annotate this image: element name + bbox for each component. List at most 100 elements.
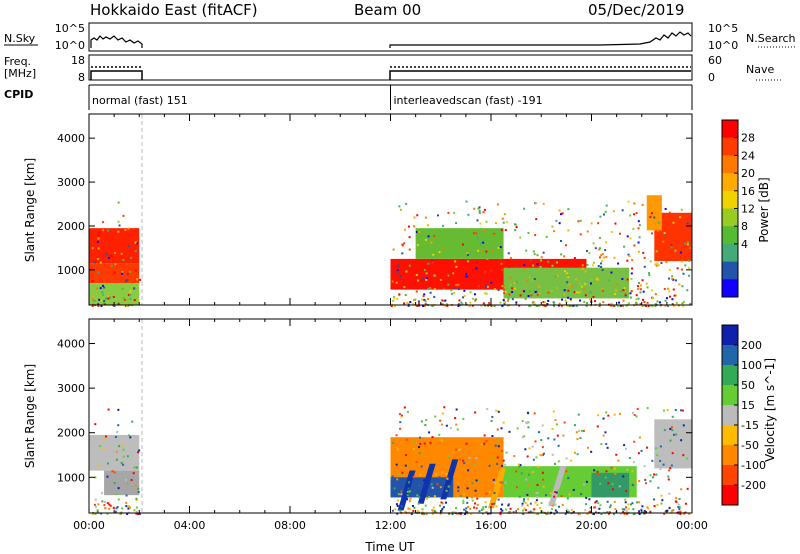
- power-speckle-dot: [680, 208, 683, 211]
- power-speckle-dot: [455, 222, 458, 225]
- vel-speckle-dot: [669, 427, 672, 430]
- vel-speckle-dot: [670, 464, 673, 467]
- vel-speckle-dot: [415, 460, 418, 463]
- power-speckle-dot: [532, 264, 535, 267]
- power-speckle-dot: [117, 302, 120, 305]
- vel-speckle-dot: [476, 497, 479, 500]
- power-speckle-dot: [496, 203, 499, 206]
- vel-speckle-dot: [586, 512, 589, 515]
- vel-speckle-dot: [484, 501, 487, 504]
- power-speckle-dot: [129, 297, 132, 300]
- vel-speckle-dot: [120, 463, 123, 466]
- power-speckle-dot: [635, 212, 638, 215]
- power-speckle-dot: [415, 231, 418, 234]
- vel-speckle-dot: [441, 471, 444, 474]
- power-speckle-dot: [585, 304, 588, 307]
- freq-label-line2: [MHz]: [4, 67, 36, 80]
- vel-speckle-dot: [511, 494, 514, 497]
- power-speckle-dot: [560, 239, 563, 242]
- power-speckle-dot: [620, 290, 623, 293]
- power-speckle-dot: [447, 283, 450, 286]
- vel-speckle-dot: [564, 471, 567, 474]
- power-speckle-dot: [490, 304, 493, 307]
- vel-speckle-dot: [418, 496, 421, 499]
- power-echo-region: [646, 195, 662, 231]
- vel-speckle-dot: [672, 509, 675, 512]
- vel-speckle-dot: [550, 492, 553, 495]
- power-speckle-dot: [680, 260, 683, 263]
- power-speckle-dot: [423, 298, 426, 301]
- power-speckle-dot: [480, 249, 483, 252]
- power-speckle-dot: [451, 292, 454, 295]
- vel-speckle-dot: [602, 417, 605, 420]
- power-speckle-dot: [453, 211, 456, 214]
- vel-speckle-dot: [668, 469, 671, 472]
- vel-speckle-dot: [108, 507, 111, 510]
- vel-speckle-dot: [638, 480, 641, 483]
- vel-speckle-dot: [522, 500, 525, 503]
- power-speckle-dot: [612, 210, 615, 213]
- vel-speckle-dot: [686, 464, 689, 467]
- power-speckle-dot: [124, 299, 127, 302]
- power-speckle-dot: [473, 207, 476, 210]
- vel-speckle-dot: [133, 441, 136, 444]
- vel-speckle-dot: [531, 445, 534, 448]
- vel-speckle-dot: [493, 492, 496, 495]
- vel-speckle-dot: [560, 495, 563, 498]
- power-speckle-dot: [467, 260, 470, 263]
- vel-speckle-dot: [553, 462, 556, 465]
- vel-speckle-dot: [681, 409, 684, 412]
- vel-speckle-dot: [567, 510, 570, 513]
- power-speckle-dot: [654, 304, 657, 307]
- power-speckle-dot: [503, 213, 506, 216]
- power-speckle-dot: [457, 304, 460, 307]
- vel-colorbar-swatch: [722, 405, 738, 426]
- power-speckle-dot: [416, 244, 419, 247]
- vel-speckle-dot: [659, 459, 662, 462]
- power-speckle-dot: [506, 221, 509, 224]
- vel-speckle-dot: [674, 409, 677, 412]
- power-speckle-dot: [602, 256, 605, 259]
- power-speckle-dot: [629, 292, 632, 295]
- vel-speckle-dot: [456, 428, 459, 431]
- vel-speckle-dot: [115, 450, 118, 453]
- vel-speckle-dot: [594, 506, 597, 509]
- vel-speckle-dot: [108, 452, 111, 455]
- vel-speckle-dot: [501, 509, 504, 512]
- power-speckle-dot: [519, 294, 522, 297]
- vel-speckle-dot: [646, 506, 649, 509]
- vel-speckle-dot: [675, 496, 678, 499]
- power-speckle-dot: [427, 235, 430, 238]
- power-speckle-dot: [423, 269, 426, 272]
- vel-speckle-dot: [103, 504, 106, 507]
- power-speckle-dot: [637, 241, 640, 244]
- power-speckle-dot: [102, 293, 105, 296]
- power-speckle-dot: [390, 304, 393, 307]
- vel-speckle-dot: [523, 507, 526, 510]
- power-speckle-dot: [653, 216, 656, 219]
- power-speckle-dot: [648, 272, 651, 275]
- power-speckle-dot: [586, 230, 589, 233]
- power-speckle-dot: [581, 264, 584, 267]
- vel-speckle-dot: [547, 437, 550, 440]
- power-speckle-dot: [650, 289, 653, 292]
- vel-speckle-dot: [468, 457, 471, 460]
- power-speckle-dot: [686, 243, 689, 246]
- power-speckle-dot: [567, 274, 570, 277]
- power-speckle-dot: [592, 242, 595, 245]
- power-speckle-dot: [391, 280, 394, 283]
- vel-speckle-dot: [445, 424, 448, 427]
- power-speckle-dot: [513, 223, 516, 226]
- power-speckle-dot: [555, 219, 558, 222]
- power-speckle-dot: [638, 282, 641, 285]
- power-speckle-dot: [105, 297, 108, 300]
- power-speckle-dot: [675, 294, 678, 297]
- vel-speckle-dot: [579, 437, 582, 440]
- vel-speckle-dot: [485, 492, 488, 495]
- power-speckle-dot: [650, 212, 653, 215]
- power-speckle-dot: [601, 289, 604, 292]
- vel-speckle-dot: [449, 426, 452, 429]
- vel-speckle-dot: [491, 458, 494, 461]
- vel-colorbar-swatch: [722, 325, 738, 346]
- power-speckle-dot: [102, 221, 105, 224]
